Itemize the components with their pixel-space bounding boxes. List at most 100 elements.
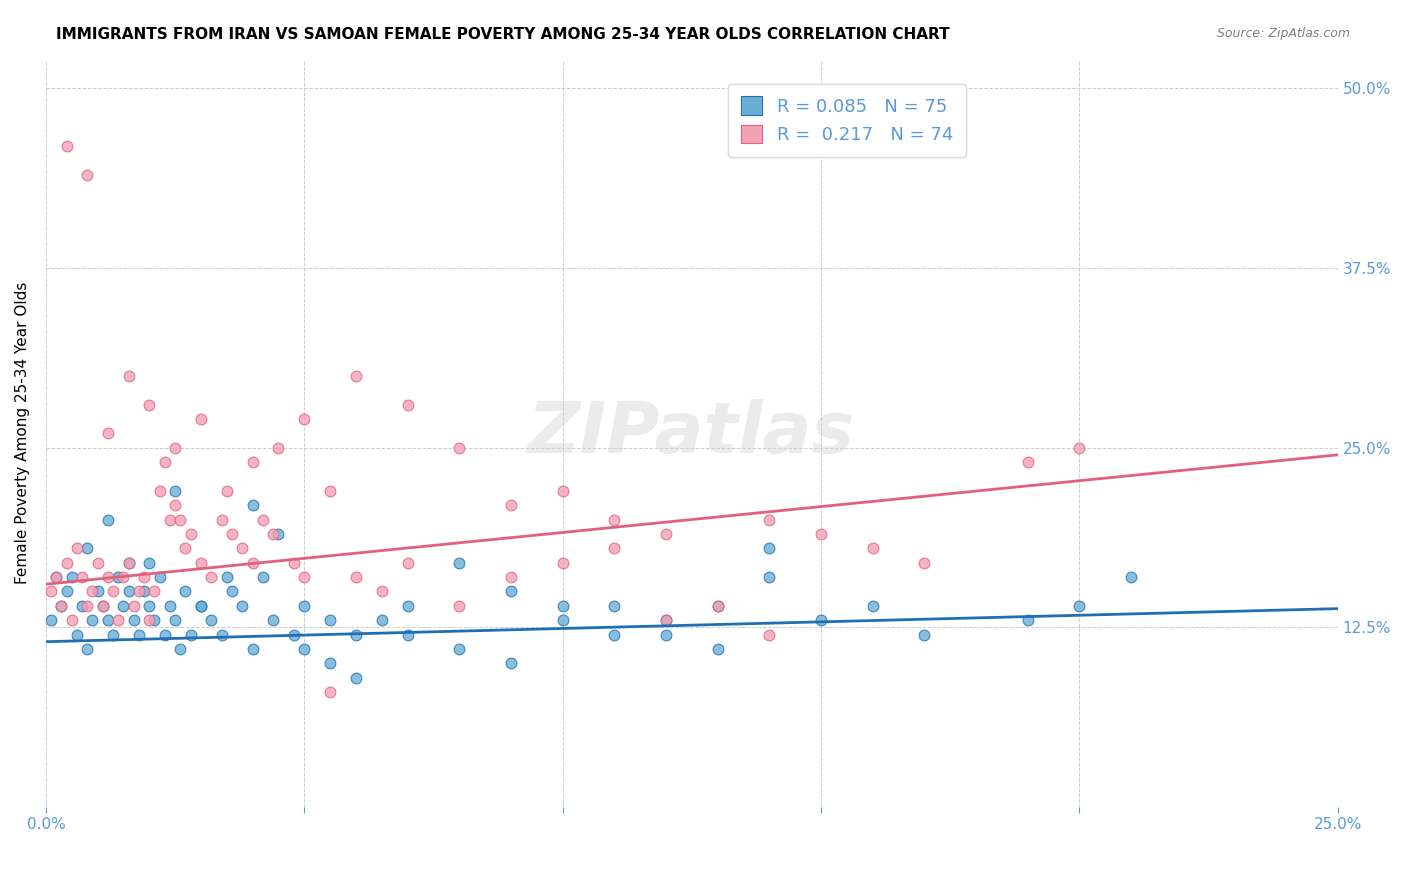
Point [174, 584, 197, 599]
Point [912, 627, 935, 641]
Point [1017, 613, 1039, 627]
Point [215, 570, 238, 584]
Point [551, 613, 574, 627]
Text: Source: ZipAtlas.com: Source: ZipAtlas.com [1216, 27, 1350, 40]
Point [138, 613, 160, 627]
Point [66, 627, 89, 641]
Point [107, 613, 129, 627]
Point [758, 512, 780, 526]
Point [292, 570, 315, 584]
Point [165, 483, 187, 498]
Point [344, 368, 367, 383]
Point [82, 613, 104, 627]
Point [143, 613, 166, 627]
Point [449, 641, 471, 656]
Point [107, 570, 129, 584]
Point [1069, 441, 1091, 455]
Point [86, 584, 108, 599]
Point [231, 541, 253, 556]
Point [39, 584, 62, 599]
Point [810, 527, 832, 541]
Point [758, 541, 780, 556]
Point [706, 599, 728, 613]
Point [180, 627, 202, 641]
Text: ZIPatlas: ZIPatlas [529, 399, 855, 467]
Point [862, 599, 884, 613]
Point [91, 599, 114, 613]
Point [159, 599, 181, 613]
Point [283, 627, 305, 641]
Point [283, 556, 305, 570]
Point [138, 556, 160, 570]
Point [396, 556, 419, 570]
Point [449, 556, 471, 570]
Point [200, 613, 222, 627]
Point [117, 556, 139, 570]
Point [91, 599, 114, 613]
Point [655, 613, 678, 627]
Point [165, 613, 187, 627]
Point [292, 641, 315, 656]
Point [134, 570, 156, 584]
Point [55, 584, 77, 599]
Point [134, 584, 156, 599]
Point [174, 541, 197, 556]
Point [242, 498, 264, 512]
Point [190, 412, 212, 426]
Point [371, 584, 394, 599]
Point [190, 599, 212, 613]
Point [117, 584, 139, 599]
Point [211, 627, 233, 641]
Point [165, 498, 187, 512]
Point [344, 627, 367, 641]
Point [706, 641, 728, 656]
Legend: R = 0.085   N = 75, R =  0.217   N = 74: R = 0.085 N = 75, R = 0.217 N = 74 [728, 84, 966, 157]
Point [165, 441, 187, 455]
Point [1069, 599, 1091, 613]
Point [267, 527, 290, 541]
Point [138, 398, 160, 412]
Y-axis label: Female Poverty Among 25-34 Year Olds: Female Poverty Among 25-34 Year Olds [15, 282, 30, 584]
Point [82, 584, 104, 599]
Point [499, 570, 522, 584]
Point [242, 641, 264, 656]
Point [55, 138, 77, 153]
Point [97, 512, 120, 526]
Point [344, 570, 367, 584]
Point [242, 556, 264, 570]
Point [112, 599, 135, 613]
Point [449, 441, 471, 455]
Point [153, 627, 176, 641]
Point [655, 627, 678, 641]
Point [97, 613, 120, 627]
Point [138, 599, 160, 613]
Point [810, 613, 832, 627]
Point [319, 613, 342, 627]
Point [252, 512, 274, 526]
Point [396, 627, 419, 641]
Point [221, 584, 243, 599]
Point [180, 527, 202, 541]
Point [122, 613, 145, 627]
Point [45, 570, 67, 584]
Point [862, 541, 884, 556]
Point [169, 512, 191, 526]
Point [603, 627, 626, 641]
Point [70, 599, 93, 613]
Point [292, 599, 315, 613]
Point [101, 627, 124, 641]
Point [603, 541, 626, 556]
Point [76, 641, 98, 656]
Point [101, 584, 124, 599]
Point [319, 685, 342, 699]
Point [292, 412, 315, 426]
Point [319, 657, 342, 671]
Point [1119, 570, 1142, 584]
Point [499, 657, 522, 671]
Point [122, 599, 145, 613]
Point [70, 570, 93, 584]
Point [499, 584, 522, 599]
Text: IMMIGRANTS FROM IRAN VS SAMOAN FEMALE POVERTY AMONG 25-34 YEAR OLDS CORRELATION : IMMIGRANTS FROM IRAN VS SAMOAN FEMALE PO… [56, 27, 950, 42]
Point [97, 570, 120, 584]
Point [39, 613, 62, 627]
